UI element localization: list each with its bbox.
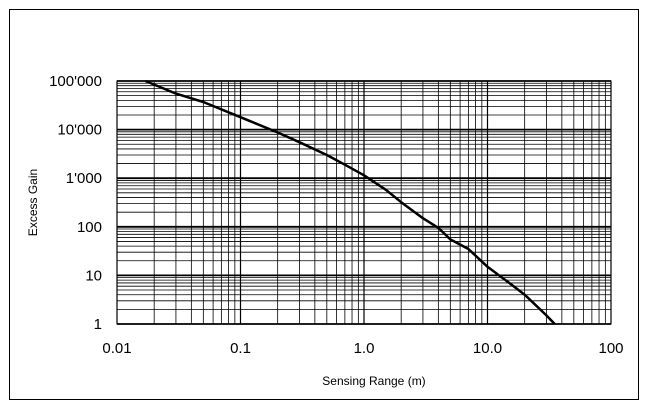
x-tick-label: 1.0 — [354, 340, 375, 357]
y-tick-label: 100'000 — [49, 73, 102, 90]
y-tick-label: 100 — [77, 219, 102, 236]
y-axis-title: Excess Gain — [26, 169, 40, 236]
chart-frame — [9, 9, 639, 400]
y-tick-label: 10'000 — [57, 122, 102, 139]
x-tick-label: 0.1 — [230, 340, 251, 357]
x-axis-title: Sensing Range (m) — [322, 374, 425, 388]
y-tick-labels: 1 10 100 1'000 10'000 100'000 — [49, 73, 102, 333]
y-tick-label: 1'000 — [66, 170, 102, 187]
y-tick-label: 1 — [94, 316, 102, 333]
x-tick-labels: 0.01 0.1 1.0 10.0 100 — [102, 340, 623, 357]
x-tick-label: 10.0 — [473, 340, 502, 357]
x-tick-label: 0.01 — [102, 340, 131, 357]
excess-gain-curve — [145, 79, 556, 325]
plot-area-border — [116, 80, 612, 325]
y-tick-label: 10 — [85, 267, 102, 284]
x-tick-label: 100 — [598, 340, 623, 357]
